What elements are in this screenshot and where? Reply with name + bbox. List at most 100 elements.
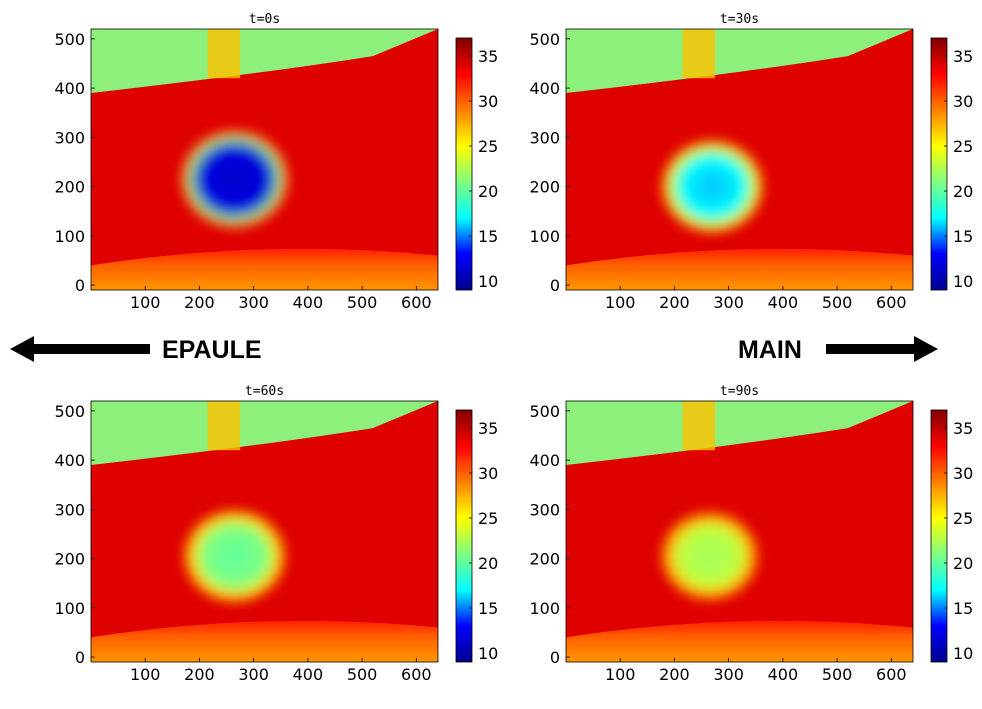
contact-region [566,248,913,290]
y-tick-label: 400 [54,79,85,98]
arrow-right-label: MAIN [738,336,802,364]
colorbar-tick-label: 30 [478,92,498,111]
contact-region [91,248,438,290]
colorbar-tick-label: 10 [953,272,973,291]
colorbar-tick-label: 35 [478,419,498,438]
panel-t0: t=0s 100 200 300 400 500 600 0 100 200 300 400 500 10… [0,0,498,337]
heatmap-plot-area [566,29,913,290]
colorbar-tick-label: 15 [478,227,498,246]
cold-spot [180,129,289,229]
ambient-region [566,29,913,94]
chart-title: t=60s [245,384,284,399]
y-tick-label: 400 [529,451,560,470]
x-tick-label: 300 [713,293,744,312]
x-tick-label: 300 [238,293,269,312]
y-tick-label: 200 [529,550,560,569]
ambient-region [91,29,438,94]
y-tick-label: 300 [54,500,85,519]
ambient-region [566,401,913,466]
heatmap-chart: t=0s 100 200 300 400 500 600 0 100 200 300 400 500 10… [54,12,498,312]
plot-frame [565,28,914,291]
plot-frame [90,400,439,663]
colorbar-tick-label: 10 [478,272,498,291]
ambient-region [91,401,438,466]
y-tick-label: 300 [54,128,85,147]
y-tick-label: 100 [529,227,560,246]
y-tick-label: 200 [54,178,85,197]
arrow-left-icon [10,336,150,362]
colorbar-tick-label: 15 [953,599,973,618]
y-tick-label: 0 [75,276,85,295]
colorbar-tick-label: 20 [953,554,973,573]
y-tick-label: 300 [529,128,560,147]
cold-spot [183,509,287,603]
colorbar [455,37,473,291]
colorbar-tick-label: 25 [478,137,498,156]
heatmap-plot-area [91,401,438,662]
heatmap-plot-area [566,401,913,662]
y-tick-label: 0 [75,648,85,667]
x-tick-label: 500 [347,293,378,312]
colorbar-tick-label: 30 [953,464,973,483]
colorbar [930,37,948,291]
y-tick-label: 0 [550,276,560,295]
colorbar-tick-label: 20 [478,554,498,573]
heatmap-plot-area [91,29,438,290]
colorbar-tick-label: 25 [953,137,973,156]
colorbar-tick-label: 25 [478,509,498,528]
x-tick-label: 200 [184,293,215,312]
x-tick-label: 400 [293,293,324,312]
y-tick-label: 200 [54,550,85,569]
colorbar-tick-label: 35 [953,419,973,438]
contact-region [566,620,913,662]
x-tick-label: 100 [130,293,161,312]
chart-title: t=90s [720,384,759,399]
y-tick-label: 400 [54,451,85,470]
y-tick-label: 100 [529,599,560,618]
y-tick-label: 500 [54,402,85,421]
warm-stripe [207,29,241,79]
x-tick-label: 600 [401,293,432,312]
plot-frame [90,28,439,291]
x-tick-label: 500 [822,293,853,312]
x-tick-label: 600 [876,293,907,312]
colorbar-tick-label: 20 [953,182,973,201]
y-tick-label: 500 [54,30,85,49]
y-tick-label: 200 [529,178,560,197]
x-tick-label: 100 [605,293,636,312]
contact-region [91,620,438,662]
arrow-right-icon [826,336,938,362]
colorbar [455,409,473,663]
colorbar-tick-label: 10 [953,644,973,663]
y-tick-label: 400 [529,79,560,98]
colorbar-tick-label: 20 [478,182,498,201]
colorbar-tick-label: 15 [478,599,498,618]
y-tick-label: 100 [54,227,85,246]
warm-stripe [682,401,716,451]
colorbar-tick-label: 30 [478,464,498,483]
warm-stripe [207,401,241,451]
colorbar-tick-label: 30 [953,92,973,111]
cold-spot [660,511,759,601]
arrow-left-label: EPAULE [162,336,262,364]
y-tick-label: 100 [54,599,85,618]
panel-t60: t=60s 100 200 300 400 500 600 0 100 200 300 400 500 1… [0,372,498,709]
colorbar-tick-label: 35 [478,47,498,66]
panel-t30: t=30s 100 200 300 400 500 600 0 100 200 300 400 500 1… [475,0,973,337]
colorbar-tick-label: 35 [953,47,973,66]
chart-title: t=0s [249,12,280,27]
plot-frame [565,400,914,663]
y-tick-label: 0 [550,648,560,667]
y-tick-label: 300 [529,500,560,519]
chart-title: t=30s [720,12,759,27]
heatmap-chart: t=30s 100 200 300 400 500 600 0 100 200 300 400 500 1… [529,12,973,312]
colorbar [930,409,948,663]
panel-t90: t=90s 100 200 300 400 500 600 0 100 200 300 400 500 1… [475,372,973,709]
colorbar-tick-label: 25 [953,509,973,528]
colorbar-tick-label: 10 [478,644,498,663]
x-tick-label: 400 [768,293,799,312]
warm-stripe [682,29,716,79]
colorbar-tick-label: 15 [953,227,973,246]
